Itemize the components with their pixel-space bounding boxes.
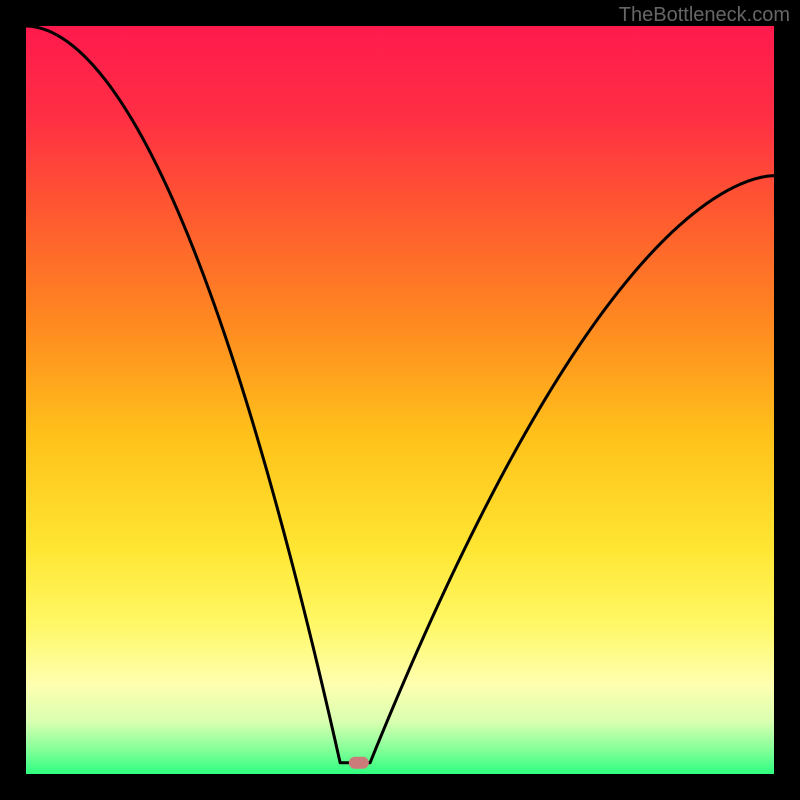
optimal-point-marker xyxy=(349,757,369,769)
bottleneck-chart xyxy=(0,0,800,800)
chart-frame: TheBottleneck.com xyxy=(0,0,800,800)
gradient-background xyxy=(26,26,774,774)
